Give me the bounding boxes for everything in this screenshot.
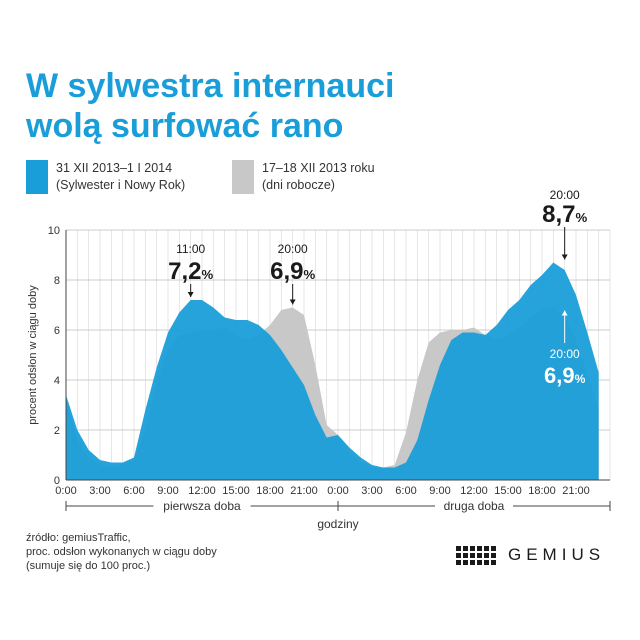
- annotation-peak-day1-grey-time: 20:00: [278, 242, 308, 256]
- legend-label-line-1: 17–18 XII 2013 roku: [262, 161, 375, 175]
- x-tick-label: 12:00: [460, 485, 488, 497]
- legend-item-workdays: 17–18 XII 2013 roku (dni robocze): [232, 160, 375, 194]
- logo-dots-icon: [456, 545, 496, 565]
- legend-item-new-year: 31 XII 2013–1 I 2014 (Sylwester i Nowy R…: [26, 160, 185, 194]
- legend-label-line-2: (Sylwester i Nowy Rok): [56, 178, 186, 192]
- source-note: źródło: gemiusTraffic, proc. odsłon wyko…: [26, 531, 217, 573]
- x-tick-label: 6:00: [123, 485, 144, 497]
- annotation-peak-day2-blue-time: 20:00: [550, 188, 580, 202]
- source-note-line-1: proc. odsłon wykonanych w ciągu doby: [26, 546, 217, 558]
- y-tick-label: 6: [54, 325, 60, 337]
- x-tick-label: 12:00: [188, 485, 216, 497]
- x-tick-label: 15:00: [222, 485, 250, 497]
- x-tick-label: 6:00: [395, 485, 416, 497]
- chart-title: W sylwestra internauci wolą surfować ran…: [26, 66, 394, 146]
- x-tick-label: 18:00: [256, 485, 284, 497]
- y-tick-label: 4: [54, 375, 60, 387]
- x-tick-label: 18:00: [528, 485, 556, 497]
- annotation-peak-day2-grey-time: 20:00: [550, 347, 580, 361]
- annotation-peak-day1-grey-arrowhead: [289, 299, 296, 305]
- y-tick-label: 2: [54, 425, 60, 437]
- legend-label-line-2: (dni robocze): [262, 178, 335, 192]
- legend-swatch-blue: [26, 160, 48, 194]
- x-axis-label: godziny: [317, 517, 358, 531]
- annotation-peak-day1-blue-value: 7,2%: [168, 258, 213, 285]
- day-label-first: pierwsza doba: [163, 499, 241, 513]
- source-text: źródło: gemiusTraffic,: [26, 532, 131, 544]
- gemius-logo: GEMIUS: [456, 545, 605, 565]
- logo-text: GEMIUS: [508, 545, 606, 564]
- series-area-new-year: [66, 262, 599, 480]
- annotation-peak-day1-blue-time: 11:00: [176, 242, 205, 256]
- y-axis-label: procent odsłon w ciągu doby: [27, 285, 39, 425]
- annotation-peak-day2-blue-value: 8,7%: [542, 201, 587, 228]
- source-note-line-2: (sumuje się do 100 proc.): [26, 560, 151, 572]
- legend-swatch-grey: [232, 160, 254, 194]
- annotation-peak-day2-blue-arrowhead: [561, 254, 568, 260]
- annotation-peak-day2-grey-arrowhead: [561, 310, 568, 316]
- x-tick-label: 0:00: [55, 485, 76, 497]
- x-tick-label: 9:00: [157, 485, 178, 497]
- annotation-peak-day2-grey-value: 6,9%: [544, 363, 586, 388]
- y-tick-label: 0: [54, 475, 60, 487]
- annotation-peak-day1-grey-value: 6,9%: [270, 258, 315, 285]
- x-tick-label: 3:00: [361, 485, 382, 497]
- y-tick-label: 10: [48, 225, 60, 237]
- title-line-2: wolą surfować rano: [26, 107, 344, 145]
- x-tick-label: 3:00: [89, 485, 110, 497]
- x-tick-label: 0:00: [327, 485, 348, 497]
- x-tick-label: 21:00: [290, 485, 318, 497]
- y-tick-label: 8: [54, 275, 60, 287]
- title-line-1: W sylwestra internauci: [26, 67, 395, 105]
- x-tick-label: 21:00: [562, 485, 590, 497]
- x-tick-label: 15:00: [494, 485, 522, 497]
- day-label-second: druga doba: [444, 499, 505, 513]
- x-tick-label: 9:00: [429, 485, 450, 497]
- annotation-peak-day1-blue-arrowhead: [187, 292, 194, 297]
- legend-label-line-1: 31 XII 2013–1 I 2014: [56, 161, 173, 175]
